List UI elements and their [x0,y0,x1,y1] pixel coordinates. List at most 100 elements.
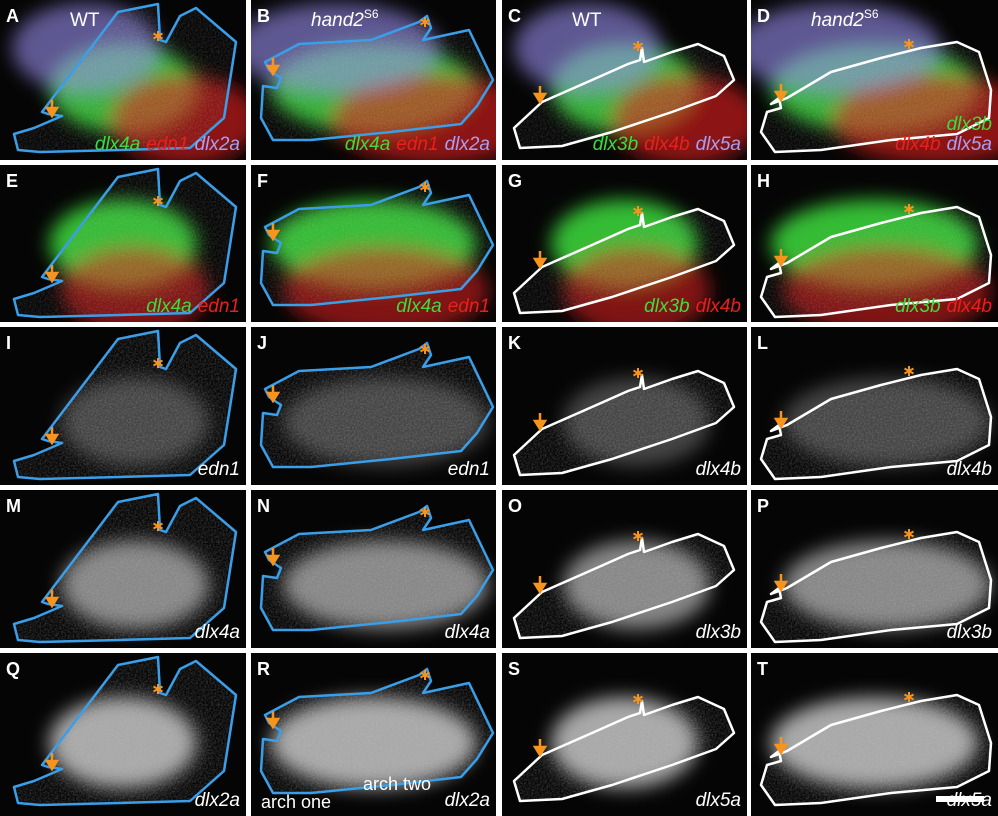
header-superscript: S6 [864,7,879,21]
signal-texture [761,532,991,642]
gene-label: dlx3b [947,622,992,643]
asterisk [420,670,430,680]
panel-letter: A [6,6,19,26]
header-text: WT [572,10,602,31]
gene-label: dlx3b [947,114,992,135]
asterisk [153,358,163,368]
arrow [265,548,281,567]
gene-label: dlx4a edn1 [146,296,240,317]
panel-letter: O [508,496,522,516]
signal-texture [14,4,236,152]
arrow [44,100,60,119]
signal-texture [14,169,236,317]
gene-name: dlx4b [644,134,689,155]
arrow [265,711,281,730]
micrograph [0,490,246,648]
header-text: hand2 [311,10,364,31]
panel-letter: T [757,659,768,679]
arch-outline [759,367,993,481]
panel-letter: N [257,496,270,516]
micrograph [251,490,496,648]
panel-letter: M [6,496,21,516]
gene-name: dlx4a [396,296,441,317]
arch-outline [512,695,736,803]
signal-texture [14,494,236,642]
panel-letter: E [6,171,18,191]
scale-bar [936,796,984,802]
asterisk [904,529,914,539]
gene-label: edn1 [448,459,490,480]
arch-outline [259,667,495,795]
panel-letter: Q [6,659,20,679]
signal-texture [261,181,493,305]
panel-letter: G [508,171,522,191]
arch-outline [512,207,736,315]
arrow [532,413,548,432]
arrow [773,249,789,268]
signal-texture [514,697,734,801]
panel-letter: I [6,333,11,353]
asterisk [420,182,430,192]
panel-header: hand2S6 [311,7,379,31]
gene-label: dlx2a [445,790,490,811]
gene-name: edn1 [198,459,240,480]
arrow [265,58,281,77]
arrow [532,251,548,270]
arrow [44,753,60,772]
panel-letter: C [508,6,521,26]
gene-label: dlx4a edn1 dlx2a [95,134,240,155]
micrograph [751,165,998,322]
arrow [265,385,281,404]
signal-texture [514,371,734,475]
gene-label: dlx4a edn1 dlx2a [345,134,490,155]
signal-texture [514,44,734,148]
gene-name: edn1 [448,459,490,480]
arch-outline [759,40,993,154]
gene-label: dlx2a [195,790,240,811]
signal-texture [261,16,493,140]
panel-letter: L [757,333,768,353]
gene-name: edn1 [146,134,188,155]
arch-outline [759,530,993,644]
gene-label: dlx3b [696,622,741,643]
panel: C WT dlx3b dlx4b dlx5a [502,0,747,160]
arrow [773,411,789,430]
gene-name: dlx3b [947,622,992,643]
asterisk [153,684,163,694]
signal-texture [514,534,734,638]
signal-texture [14,331,236,479]
signal-texture [761,369,991,479]
arrow [532,576,548,595]
asterisk [420,344,430,354]
panel-letter: F [257,171,268,191]
signal-texture [261,669,493,793]
asterisk [420,507,430,517]
arrow [44,590,60,609]
arrow [532,739,548,758]
micrograph [502,165,747,322]
asterisk [633,41,643,51]
gene-name: dlx5a [696,790,741,811]
gene-name: dlx4b [947,296,992,317]
header-text: WT [70,10,100,31]
signal-texture [14,657,236,805]
panel-letter: B [257,6,270,26]
arch-outline [759,693,993,807]
gene-name: dlx4b [947,459,992,480]
micrograph [0,327,246,485]
signal-texture [514,209,734,313]
asterisk [904,366,914,376]
asterisk [633,531,643,541]
gene-name: dlx2a [195,134,240,155]
